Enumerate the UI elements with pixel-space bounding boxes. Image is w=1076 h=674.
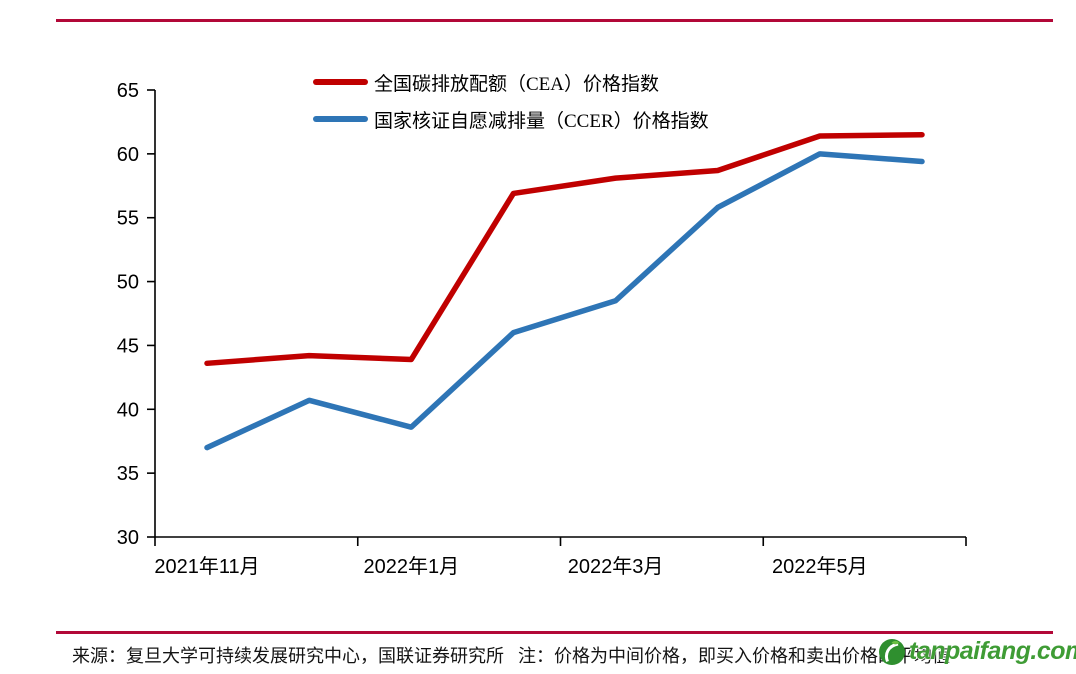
legend-label-cea: 全国碳排放配额（CEA）价格指数 — [374, 73, 660, 95]
svg-text:60: 60 — [117, 144, 139, 166]
legend-item-ccer: 国家核证自愿减排量（CCER）价格指数 — [313, 107, 709, 132]
svg-text:45: 45 — [117, 335, 139, 357]
footer-rule — [56, 631, 1053, 634]
watermark-text: tanpaifang.com — [909, 637, 1076, 665]
ccer-line-swatch — [313, 116, 368, 122]
svg-text:2022年3月: 2022年3月 — [568, 555, 664, 578]
svg-text:35: 35 — [117, 463, 139, 485]
svg-text:55: 55 — [117, 208, 139, 230]
footer-notes: 来源：复旦大学可持续发展研究中心，国联证券研究所 注：价格为中间价格，即买入价格和… — [72, 642, 1072, 668]
svg-text:2022年5月: 2022年5月 — [772, 555, 868, 578]
cea-line-swatch — [313, 79, 368, 85]
svg-text:30: 30 — [117, 527, 139, 549]
svg-text:65: 65 — [117, 80, 139, 102]
svg-text:40: 40 — [117, 399, 139, 421]
legend-label-ccer: 国家核证自愿减排量（CCER）价格指数 — [374, 110, 709, 132]
svg-text:50: 50 — [117, 272, 139, 294]
chart-legend: 全国碳排放配额（CEA）价格指数 国家核证自愿减排量（CCER）价格指数 — [313, 70, 709, 144]
tanpaifang-logo-icon — [879, 638, 905, 665]
svg-text:2022年1月: 2022年1月 — [363, 555, 459, 578]
source-note: 来源：复旦大学可持续发展研究中心，国联证券研究所 — [72, 646, 504, 666]
watermark: tanpaifang.com — [878, 637, 1076, 666]
legend-item-cea: 全国碳排放配额（CEA）价格指数 — [313, 70, 709, 95]
svg-text:2021年11月: 2021年11月 — [154, 555, 259, 578]
top-rule — [56, 19, 1053, 22]
price-note: 注：价格为中间价格，即买入价格和卖出价格的平均值 — [518, 646, 950, 666]
